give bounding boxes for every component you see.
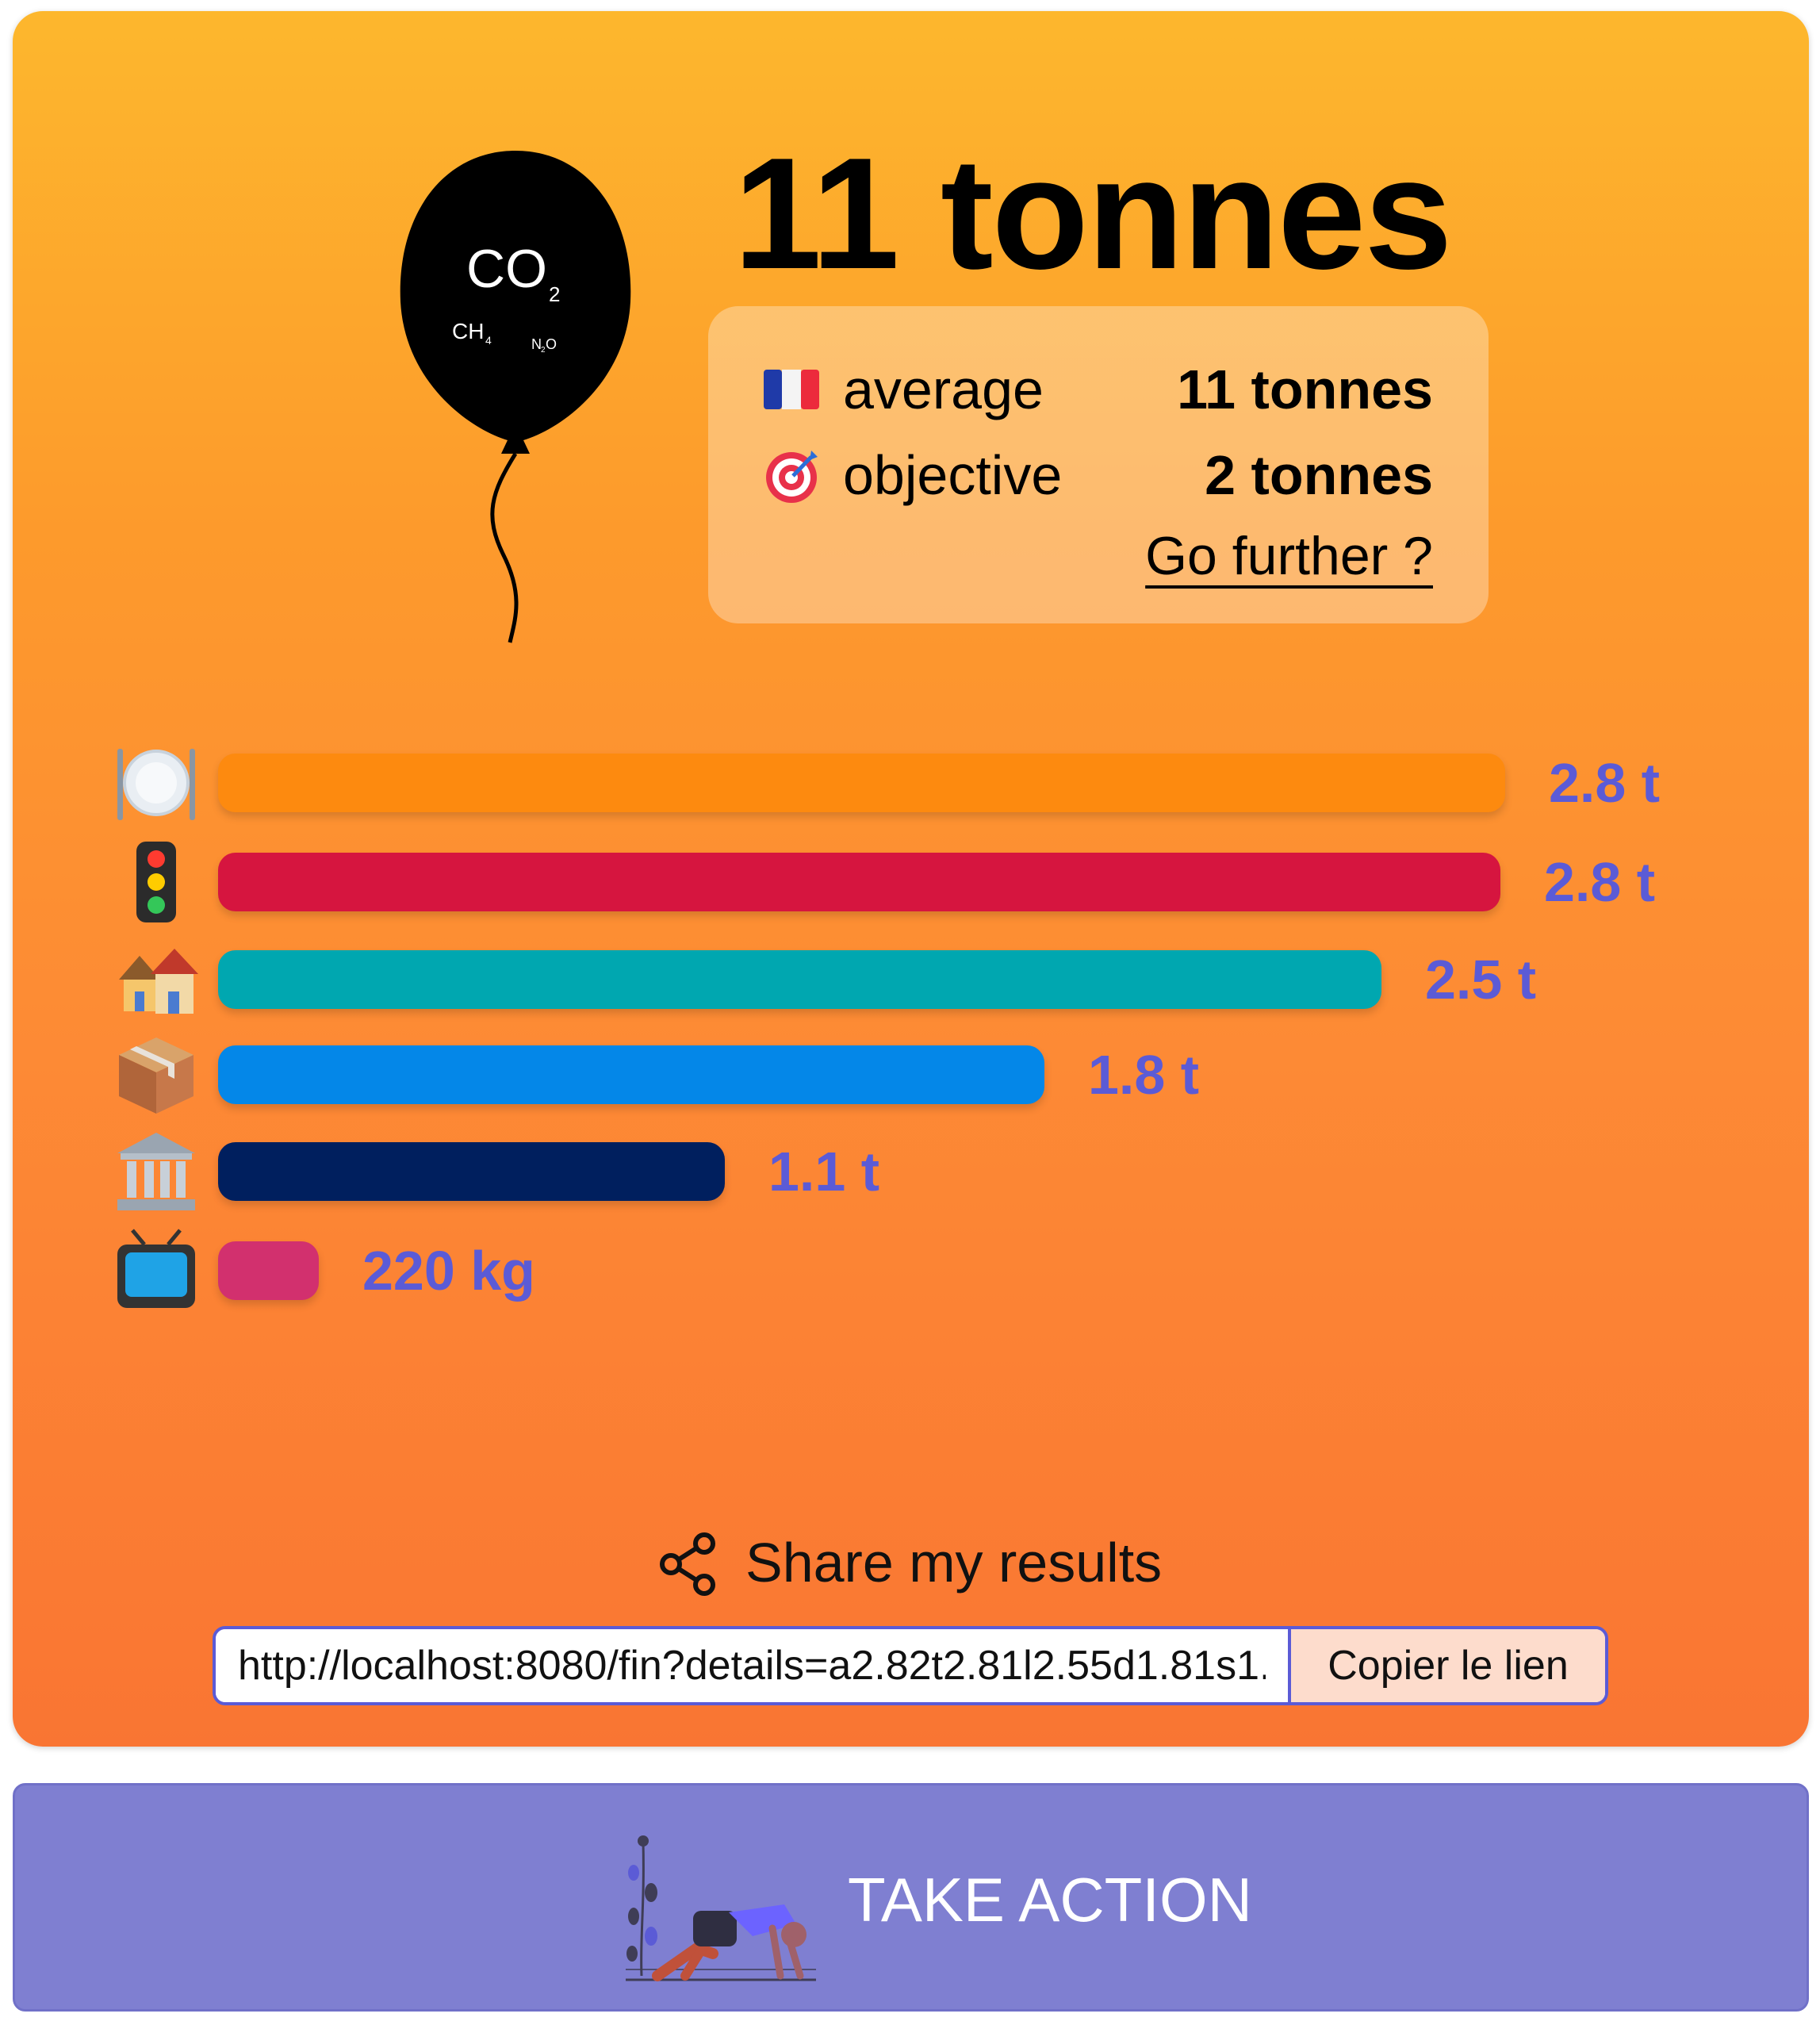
- person-starting-illustration: [610, 1817, 832, 1992]
- co2-balloon-icon: CO 2 CH 4 N 2 O: [397, 143, 634, 658]
- traffic-light-icon: [113, 838, 200, 926]
- share-url-input[interactable]: [216, 1629, 1288, 1702]
- svg-text:N: N: [531, 336, 542, 352]
- total-footprint: 11 tonnes: [734, 125, 1453, 302]
- share-icon[interactable]: [658, 1532, 718, 1596]
- svg-text:2: 2: [549, 282, 560, 306]
- bar-digital: [218, 1241, 319, 1300]
- share-link-box: Copier le lien: [213, 1626, 1608, 1705]
- category-bar-chart: 2.8 t 2.8 t 2.5 t 1.8 t 1.1 t 220 kg: [113, 739, 1661, 1314]
- houses-icon: [113, 936, 200, 1023]
- france-flag-icon: [764, 354, 819, 425]
- svg-text:4: 4: [485, 334, 492, 347]
- bank-icon: [113, 1128, 200, 1215]
- objective-value: 2 tonnes: [1205, 444, 1433, 506]
- svg-text:2: 2: [541, 346, 546, 355]
- bar-value-label: 2.8 t: [1549, 752, 1661, 814]
- take-action-label: TAKE ACTION: [848, 1865, 1252, 1935]
- objective-row: objective 2 tonnes: [764, 439, 1433, 511]
- svg-text:CH: CH: [452, 319, 484, 343]
- svg-text:O: O: [546, 336, 557, 352]
- bar-transport: [218, 853, 1500, 911]
- comparison-box: average 11 tonnes objective 2 tonnes Go …: [708, 306, 1489, 623]
- bar-value-label: 1.8 t: [1088, 1044, 1200, 1106]
- balloon-co2-text: CO: [466, 239, 547, 299]
- objective-label: objective: [843, 444, 1063, 506]
- plate-icon: [113, 739, 200, 826]
- average-value: 11 tonnes: [1177, 359, 1433, 420]
- bar-public-services: [218, 1142, 725, 1201]
- bar-food: [218, 754, 1505, 812]
- bar-value-label: 2.5 t: [1425, 949, 1537, 1011]
- target-icon: [764, 439, 819, 511]
- bar-value-label: 220 kg: [362, 1240, 535, 1302]
- television-icon: [113, 1227, 200, 1314]
- go-further-link[interactable]: Go further ?: [1145, 526, 1433, 586]
- bar-value-label: 1.1 t: [768, 1141, 880, 1202]
- take-action-button[interactable]: TAKE ACTION: [13, 1783, 1809, 2012]
- bar-housing: [218, 950, 1381, 1009]
- package-icon: [113, 1031, 200, 1118]
- share-title: Share my results: [745, 1532, 1163, 1594]
- average-row: average 11 tonnes: [764, 354, 1433, 425]
- average-label: average: [843, 359, 1044, 420]
- copy-link-button[interactable]: Copier le lien: [1288, 1629, 1605, 1702]
- bar-goods: [218, 1045, 1044, 1104]
- bar-value-label: 2.8 t: [1544, 851, 1656, 913]
